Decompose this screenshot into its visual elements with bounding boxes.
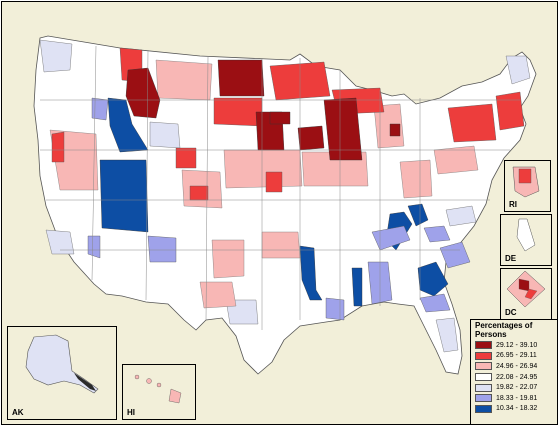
legend-item: 18.33 - 19.81	[471, 393, 557, 404]
map-legend: Percentages of Persons 29.12 - 39.10 26.…	[470, 319, 558, 425]
region-new-york	[447, 103, 497, 143]
legend-item: 24.96 - 26.94	[471, 361, 557, 372]
alaska-panhandle	[74, 373, 96, 391]
hawaii-big-island	[168, 388, 182, 404]
region-oklahoma	[261, 231, 301, 259]
dc-shape	[506, 270, 546, 308]
region-maine	[505, 55, 531, 85]
dc-ward-mid	[524, 288, 538, 300]
dc-ward-high	[518, 278, 530, 292]
region-utah	[99, 159, 149, 233]
region-south-carolina	[439, 241, 471, 269]
region-wyoming-south	[189, 185, 209, 201]
region-mississippi-delta	[351, 267, 363, 307]
legend-label: 22.08 - 24.95	[496, 373, 538, 381]
hawaii-island-2	[146, 378, 152, 384]
legend-title-line2: Persons	[475, 330, 507, 339]
inset-hi-label: HI	[127, 408, 135, 417]
region-new-mexico-south	[211, 239, 245, 279]
legend-swatch	[475, 351, 492, 360]
legend-item: 19.82 - 22.07	[471, 382, 557, 393]
delaware-shape	[516, 218, 536, 252]
hawaii-island-1	[134, 374, 140, 380]
legend-swatch	[475, 362, 492, 371]
regions-class-6	[87, 97, 471, 321]
hawaii-shape	[134, 374, 182, 404]
regions-class-7	[99, 97, 449, 307]
inset-ri: RI	[504, 160, 551, 212]
legend-swatch	[475, 404, 492, 413]
legend-title: Percentages of Persons	[471, 320, 557, 340]
boundary-horizontal	[40, 99, 520, 251]
region-michigan-south	[373, 103, 405, 149]
region-washington-coast	[39, 39, 73, 73]
region-nevada-south	[87, 235, 101, 259]
legend-title-line1: Percentages of	[475, 321, 533, 330]
state-boundaries	[40, 45, 520, 330]
region-florida-south	[435, 317, 459, 353]
region-ohio	[399, 159, 433, 199]
region-colorado-central	[175, 147, 197, 169]
region-pennsylvania	[433, 145, 479, 175]
region-michigan-thumb	[389, 123, 401, 137]
region-arkansas-delta	[299, 245, 323, 301]
region-new-mexico-north	[147, 235, 177, 263]
legend-label: 18.33 - 19.81	[496, 394, 538, 402]
region-virginia-west	[423, 225, 451, 243]
region-oregon-east	[51, 131, 65, 163]
legend-label: 29.12 - 39.10	[496, 341, 538, 349]
inset-hi: HI	[122, 364, 196, 420]
region-florida-north	[419, 293, 451, 313]
region-washington-east	[91, 97, 109, 121]
region-minnesota-west	[269, 111, 291, 125]
rhode-island-shape	[512, 166, 540, 198]
alaska-shape	[25, 334, 99, 394]
region-minnesota-south	[297, 125, 325, 151]
region-virginia-east	[445, 205, 477, 227]
legend-swatch	[475, 383, 492, 392]
inset-dc-label: DC	[505, 308, 517, 317]
region-texas-west	[199, 281, 237, 309]
region-wisconsin	[323, 97, 363, 161]
region-idaho-south	[149, 121, 181, 149]
inset-ri-label: RI	[509, 200, 517, 209]
legend-item: 22.08 - 24.95	[471, 372, 557, 383]
rhode-island-county	[518, 168, 532, 184]
inset-de: DE	[500, 214, 552, 266]
region-new-england	[495, 91, 525, 131]
region-north-dakota	[217, 59, 265, 97]
region-georgia	[417, 261, 449, 297]
region-california-bay	[45, 229, 75, 255]
region-kansas-nebraska	[223, 149, 303, 189]
region-louisiana	[325, 297, 345, 321]
delaware-land	[516, 218, 536, 252]
inset-dc: DC	[500, 268, 552, 320]
inset-de-label: DE	[505, 254, 517, 263]
legend-item: 29.12 - 39.10	[471, 340, 557, 351]
region-nebraska-east	[265, 171, 283, 193]
region-north-dakota-west	[213, 97, 263, 127]
inset-ak: AK	[7, 326, 117, 420]
region-tennessee	[371, 225, 411, 251]
legend-label: 19.82 - 22.07	[496, 384, 538, 392]
legend-label: 26.95 - 29.11	[496, 352, 537, 360]
legend-label: 10.34 - 18.32	[496, 405, 538, 413]
boundary-west	[91, 45, 263, 330]
regions-class-1	[125, 59, 401, 161]
legend-label: 24.96 - 26.94	[496, 362, 538, 370]
hawaii-island-3	[156, 382, 162, 388]
inset-ak-label: AK	[12, 408, 24, 417]
region-west-virginia	[407, 203, 429, 227]
conus-outline	[33, 35, 537, 375]
region-montana-central	[155, 59, 213, 101]
legend-swatch	[475, 341, 492, 350]
legend-item: 26.95 - 29.11	[471, 351, 557, 362]
legend-swatch	[475, 373, 492, 382]
legend-item: 10.34 - 18.32	[471, 404, 557, 415]
legend-swatch	[475, 394, 492, 403]
boundary-central	[299, 58, 421, 320]
